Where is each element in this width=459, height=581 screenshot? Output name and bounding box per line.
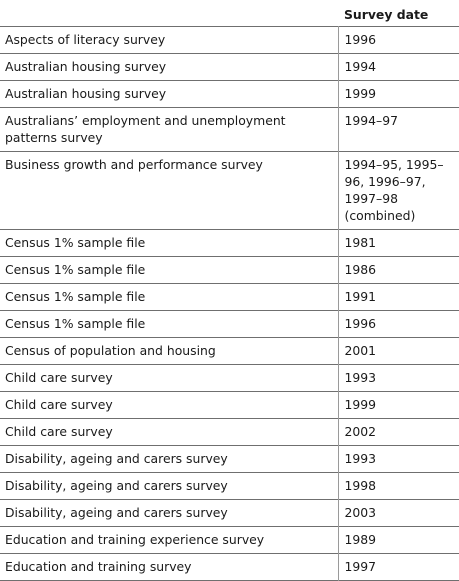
survey-name-cell: Disability, ageing and carers survey xyxy=(0,445,339,472)
survey-date-cell: 1998 xyxy=(344,477,377,493)
table-row: Census 1% sample file 1981 xyxy=(0,229,459,256)
survey-date-cell: 1999 xyxy=(344,396,377,412)
survey-date-cell: 2003 xyxy=(344,504,377,520)
survey-date-cell: 1991 xyxy=(344,288,377,304)
survey-date-cell: 1996 xyxy=(344,31,377,47)
table-row: Aspects of literacy survey 1996 xyxy=(0,26,459,53)
survey-name-cell: Census 1% sample file xyxy=(0,283,339,310)
survey-name-cell: Child care survey xyxy=(0,418,339,445)
survey-date-cell: 1994 xyxy=(344,58,377,74)
table-row: Education and training survey 1997 xyxy=(0,553,459,580)
table-row: Disability, ageing and carers survey 1998 xyxy=(0,472,459,499)
table-row: Child care survey 1999 xyxy=(0,391,459,418)
survey-date-cell: 1994–95, 1995–96, 1996–97, 1997–98 (comb… xyxy=(344,156,444,223)
table-row: Census 1% sample file 1991 xyxy=(0,283,459,310)
survey-date-cell: 1994–97 xyxy=(344,112,399,128)
table-row: Australians’ employment and unemployment… xyxy=(0,107,459,151)
survey-date-cell: 1981 xyxy=(344,234,377,250)
survey-date-cell: 1986 xyxy=(344,261,377,277)
header-survey-date: Survey date xyxy=(344,7,429,22)
header-row: Survey date xyxy=(0,0,459,26)
survey-date-cell: 1989 xyxy=(344,531,377,547)
table-row: Child care survey 2002 xyxy=(0,418,459,445)
survey-name-cell: Australian housing survey xyxy=(0,80,339,107)
table-row: Education and training experience survey… xyxy=(0,526,459,553)
table-row: Disability, ageing and carers survey 1993 xyxy=(0,445,459,472)
survey-date-cell: 1999 xyxy=(344,85,377,101)
survey-name-cell: Education and training survey xyxy=(0,553,339,580)
header-survey-name xyxy=(0,0,338,26)
survey-name-cell: Aspects of literacy survey xyxy=(0,26,339,53)
survey-name-cell: Australians’ employment and unemployment… xyxy=(0,107,339,151)
survey-name-cell: Australian housing survey xyxy=(0,53,339,80)
table-row: Business growth and performance survey 19… xyxy=(0,151,459,229)
table-header: Survey date xyxy=(0,0,459,26)
survey-name-cell: Child care survey xyxy=(0,364,339,391)
survey-date-cell: 2002 xyxy=(344,423,377,439)
table-row: Australian housing survey 1999 xyxy=(0,80,459,107)
survey-name-cell: Disability, ageing and carers survey xyxy=(0,499,339,526)
table-body: Aspects of literacy survey 1996 Australian… xyxy=(0,26,459,580)
survey-date-cell: 1997 xyxy=(344,558,377,574)
table-row: Disability, ageing and carers survey 2003 xyxy=(0,499,459,526)
table-row: Australian housing survey 1994 xyxy=(0,53,459,80)
survey-name-cell: Disability, ageing and carers survey xyxy=(0,472,339,499)
survey-name-cell: Child care survey xyxy=(0,391,339,418)
table-row: Child care survey 1993 xyxy=(0,364,459,391)
survey-name-cell: Census 1% sample file xyxy=(0,229,339,256)
survey-name-cell: Census 1% sample file xyxy=(0,256,339,283)
table-row: Census of population and housing 2001 xyxy=(0,337,459,364)
survey-name-cell: Census 1% sample file xyxy=(0,310,339,337)
survey-name-cell: Education and training experience survey xyxy=(0,526,339,553)
survey-name-cell: Census of population and housing xyxy=(0,337,339,364)
table-row: Census 1% sample file 1986 xyxy=(0,256,459,283)
survey-name-cell: Business growth and performance survey xyxy=(0,151,339,229)
survey-date-cell: 2001 xyxy=(344,342,377,358)
survey-date-cell: 1993 xyxy=(344,369,377,385)
survey-date-cell: 1996 xyxy=(344,315,377,331)
table-row: Census 1% sample file 1996 xyxy=(0,310,459,337)
survey-date-cell: 1993 xyxy=(344,450,377,466)
